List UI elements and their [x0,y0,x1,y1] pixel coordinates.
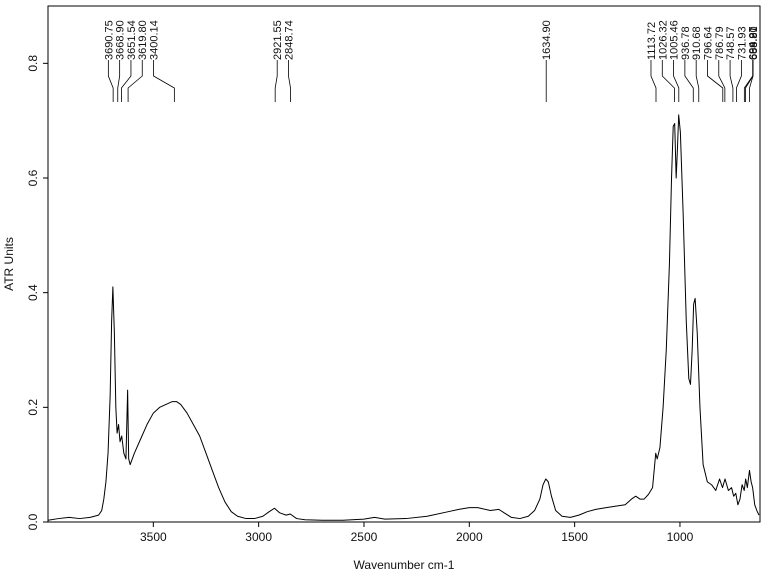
x-tick-label: 2500 [351,530,378,544]
peak-label: 1026.32 [657,20,669,60]
peak-leader-line [684,60,694,102]
y-tick-label: 0.0 [26,513,40,530]
peak-leader-line [661,60,675,102]
peak-label: 2921.55 [272,20,284,60]
peak-label: 2848.74 [283,20,295,60]
peak-label: 3690.75 [103,20,115,60]
peak-label: 786.79 [714,26,726,60]
y-tick-label: 0.4 [26,284,40,301]
peak-leader-line [107,60,114,102]
x-tick-label: 1000 [667,530,694,544]
y-axis-title: ATR Units [2,237,16,291]
peak-label: 3668.90 [115,20,127,60]
x-axis-title: Wavenumber cm-1 [354,558,455,572]
x-tick-label: 3500 [140,530,167,544]
peak-label: 796.64 [702,26,714,60]
peak-label: 669.81 [748,26,760,60]
peak-leader-line [117,60,121,102]
y-tick-label: 0.6 [26,169,40,186]
peak-label: 3400.14 [149,20,161,60]
peak-leader-line [127,60,143,102]
peak-leader-line [153,60,175,102]
peak-label: 910.68 [691,26,703,60]
peak-label: 688.90 [748,26,760,60]
peak-markers: 3690.75 3668.90 3651.54 3619.80 3400.14 2921.… [103,20,760,102]
peak-label: 3651.54 [126,20,138,60]
peak-leader-line [650,60,657,102]
peak-label: 936.78 [680,26,692,60]
y-axis: 0.0 0.2 0.4 0.6 0.8 [26,55,48,530]
peak-label: 3619.80 [137,20,149,60]
peak-leader-line [729,60,734,102]
peak-label: 748.57 [725,26,737,60]
y-tick-label: 0.2 [26,399,40,416]
peak-label: 1634.90 [541,20,553,60]
x-tick-label: 1500 [561,530,588,544]
plot-frame [47,5,761,523]
peak-label: 1113.72 [646,22,658,60]
peak-label: 1005.46 [669,20,681,60]
x-tick-label: 2000 [456,530,483,544]
spectrum-line [47,114,760,521]
peak-leader-line [673,60,680,102]
peak-leader-line [707,60,724,102]
peak-leader-line [121,60,132,102]
peak-label: 731.93 [736,26,748,60]
peak-leader-line [274,60,278,102]
peak-leader-line [749,60,754,102]
peak-leader-line [736,60,742,102]
peak-label: 694.27 [748,26,760,60]
peak-leader-line [718,60,726,102]
peak-leader-line [695,60,700,102]
y-tick-label: 0.8 [26,55,40,72]
peak-leader-line [288,60,291,102]
x-tick-label: 3000 [245,530,272,544]
x-axis: 3500 3000 2500 2000 1500 1000 [140,522,694,544]
